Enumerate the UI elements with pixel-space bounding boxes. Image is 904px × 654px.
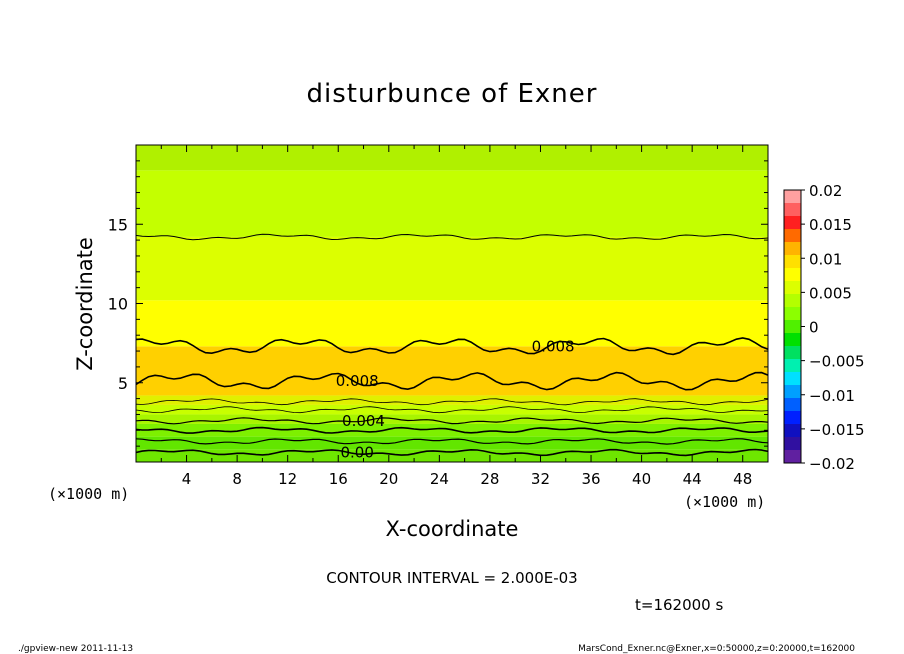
- colorbar-tick-label: 0: [809, 319, 819, 337]
- contour-label: 0.004: [342, 412, 385, 430]
- x-tick-label: 8: [232, 470, 242, 488]
- colorbar-tick-label: 0.01: [809, 250, 842, 268]
- colorbar-swatch: [784, 255, 801, 269]
- colorbar-swatch: [784, 268, 801, 282]
- time-text: t=162000 s: [635, 596, 723, 614]
- colorbar-swatch: [784, 359, 801, 373]
- band-0: [136, 449, 768, 462]
- x-tick-label: 48: [733, 470, 752, 488]
- x-tick-label: 4: [182, 470, 192, 488]
- x-tick-label: 20: [379, 470, 398, 488]
- y-axis: 5 10 15: [108, 160, 768, 447]
- footer-left: ./gpview-new 2011-11-13: [18, 644, 133, 654]
- colorbar-swatch: [784, 294, 801, 308]
- band-7: [136, 300, 768, 347]
- colorbar-swatch: [784, 333, 801, 347]
- plot-area: [136, 145, 768, 462]
- colorbar-swatch: [784, 190, 801, 204]
- colorbar-swatch: [784, 385, 801, 399]
- colorbar-swatch: [784, 372, 801, 386]
- band-9: [136, 170, 768, 237]
- x-tick-label: 16: [329, 470, 348, 488]
- y-tick-label: 5: [118, 374, 128, 393]
- band-8: [136, 236, 768, 301]
- contour-label: 0.008: [532, 337, 575, 355]
- band-5: [136, 395, 768, 405]
- colorbar-swatch: [784, 411, 801, 425]
- colorbar-tick-label: 0.005: [809, 284, 852, 302]
- x-tick-label: 36: [581, 470, 600, 488]
- contour-line: [135, 337, 769, 356]
- colorbar-swatch: [784, 450, 801, 464]
- chart-title: disturbunce of Exner: [307, 79, 598, 109]
- colorbar-swatch: [784, 216, 801, 230]
- contour-line: [135, 448, 769, 457]
- band-6: [136, 346, 768, 396]
- contour-lines: [135, 233, 769, 457]
- contour-line: [135, 233, 769, 241]
- colorbar-swatch: [784, 398, 801, 412]
- contour-interval-text: CONTOUR INTERVAL = 2.000E-03: [326, 569, 577, 587]
- colorbar-tick-label: −0.005: [809, 353, 865, 371]
- x-tick-label: 28: [480, 470, 499, 488]
- band-10: [136, 145, 768, 171]
- colorbar-swatch: [784, 424, 801, 438]
- contour-line: [135, 406, 769, 414]
- colorbar-tick-label: 0.015: [809, 216, 852, 234]
- colorbar-swatch: [784, 437, 801, 451]
- contour-line: [135, 417, 769, 425]
- colorbar-tick-label: −0.02: [809, 455, 855, 473]
- colorbar: 0.02 0.015 0.01 0.005 0 −0.005 −0.01 −0.015 −0.0…: [783, 182, 865, 473]
- footer-right: MarsCond_Exner.nc@Exner,x=0:50000,z=0:20…: [578, 644, 855, 654]
- x-axis: 4 8 12 16 20 24 28 32 36 40 44 48: [160, 145, 752, 488]
- band-3: [136, 414, 768, 424]
- contour-line: [135, 426, 769, 434]
- contour-label: 0.00: [340, 443, 373, 461]
- colorbar-swatch: [784, 229, 801, 243]
- x-tick-label: 12: [278, 470, 297, 488]
- contour-line: [135, 438, 769, 445]
- y-unit-label: (×1000 m): [48, 485, 129, 503]
- contour-label: 0.008: [336, 372, 379, 390]
- y-axis-label: Z-coordinate: [73, 237, 97, 371]
- contour-line: [135, 371, 769, 391]
- colorbar-tick-label: −0.015: [809, 421, 865, 439]
- y-tick-label: 10: [108, 295, 128, 314]
- band-1: [136, 436, 768, 450]
- colorbar-swatch: [784, 203, 801, 217]
- colorbar-swatch: [784, 242, 801, 256]
- x-tick-label: 32: [531, 470, 550, 488]
- contour-line: [135, 398, 769, 406]
- colorbar-tick-label: −0.01: [809, 387, 855, 405]
- y-tick-label: 15: [108, 215, 128, 234]
- band-4: [136, 404, 768, 415]
- x-tick-label: 44: [683, 470, 702, 488]
- colorbar-swatch: [784, 307, 801, 321]
- x-axis-label: X-coordinate: [386, 517, 519, 541]
- contour-labels: 0.008 0.008 0.004 0.00: [336, 337, 575, 461]
- x-unit-label: (×1000 m): [684, 493, 765, 511]
- x-tick-label: 24: [430, 470, 449, 488]
- colorbar-swatch: [784, 320, 801, 334]
- x-tick-label: 40: [632, 470, 651, 488]
- colorbar-swatch: [784, 281, 801, 295]
- colorbar-swatch: [784, 346, 801, 360]
- colorbar-tick-label: 0.02: [809, 182, 842, 200]
